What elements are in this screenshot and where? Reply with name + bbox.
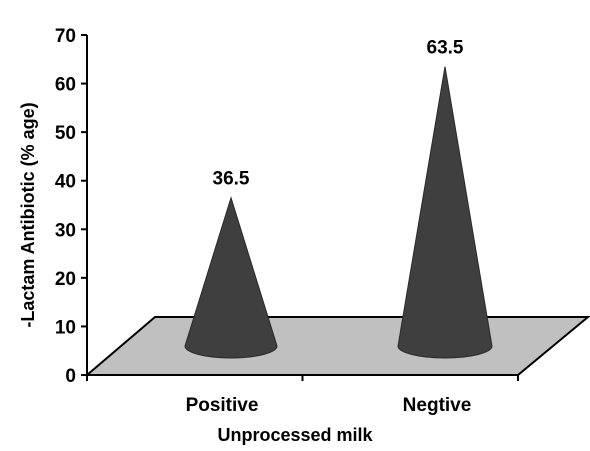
data-label: 36.5 [213,169,250,190]
category-label: Negtive [403,395,472,416]
cone-body [397,66,493,359]
chart-floor [84,316,590,376]
data-labels: 36.5 63.5 [213,38,464,190]
x-axis-ticks [86,375,519,381]
category-labels: Positive Negtive [186,395,472,416]
cone-series [184,66,493,359]
y-tick-label: 30 [55,220,76,241]
data-label: 63.5 [427,38,464,59]
y-axis-ticks: 0 10 20 30 40 50 60 70 [55,26,87,387]
category-label: Positive [186,395,259,416]
y-tick-label: 20 [55,269,76,290]
y-tick-label: 50 [55,123,76,144]
cone-bar [184,196,278,359]
cone-body [184,196,278,359]
x-axis-title: Unprocessed milk [217,425,373,445]
cone-bar [397,66,493,359]
y-tick-label: 60 [55,75,76,96]
y-tick-label: 70 [55,26,76,47]
y-tick-label: 0 [65,366,76,387]
y-tick-label: 10 [55,317,76,338]
y-tick-label: 40 [55,172,76,193]
y-axis-title: -Lactam Antibiotic (% age) [18,102,38,327]
